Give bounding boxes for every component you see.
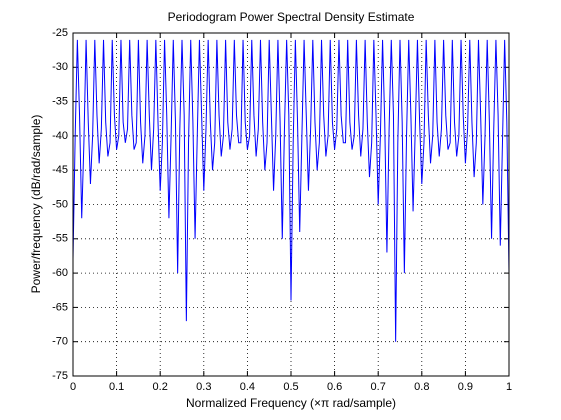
y-axis-label: Power/frequency (dB/rad/sample): [29, 115, 43, 294]
x-tick-label: 0.5: [283, 381, 298, 393]
chart-title: Periodogram Power Spectral Density Estim…: [168, 10, 415, 24]
x-tick-label: 0.9: [458, 381, 473, 393]
x-tick-label: 0.8: [414, 381, 429, 393]
series-line: [72, 39, 510, 342]
x-tick-label: 0.2: [153, 381, 168, 393]
x-tick-label: 0.1: [109, 381, 124, 393]
y-tick-label: -30: [52, 61, 68, 73]
x-tick-label: 0.7: [371, 381, 386, 393]
y-tick-label: -50: [52, 198, 68, 210]
y-tick-label: -35: [52, 96, 68, 108]
plot-frame: [72, 32, 510, 377]
x-axis-label: Normalized Frequency (×π rad/sample): [186, 396, 396, 410]
y-tick-label: -70: [52, 336, 68, 348]
y-tick-label: -40: [52, 130, 68, 142]
y-tick-label: -65: [52, 301, 68, 313]
x-tick-label: 0: [70, 381, 76, 393]
y-tick-label: -60: [52, 267, 68, 279]
y-tick-label: -45: [52, 164, 68, 176]
x-tick-label: 0.6: [327, 381, 342, 393]
x-tick-label: 0.4: [240, 381, 255, 393]
y-tick-label: -55: [52, 233, 68, 245]
x-tick-label: 0.3: [196, 381, 211, 393]
x-tick-label: 1: [506, 381, 512, 393]
y-tick-label: -25: [52, 27, 68, 39]
y-tick-label: -75: [52, 370, 68, 382]
